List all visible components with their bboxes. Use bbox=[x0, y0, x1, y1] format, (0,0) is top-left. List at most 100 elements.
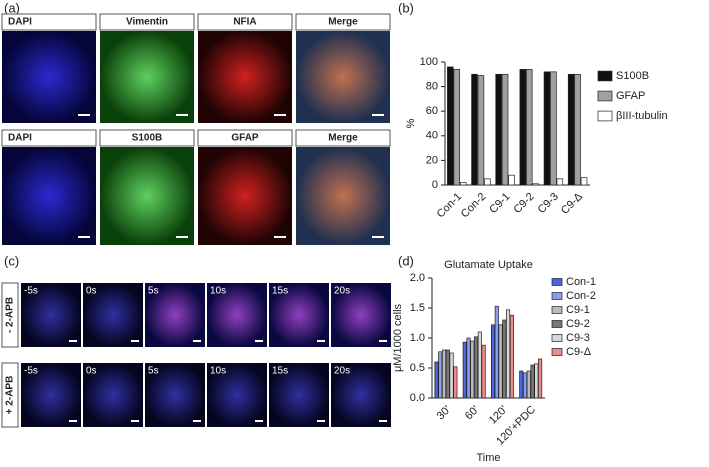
bar bbox=[534, 363, 539, 399]
bar bbox=[453, 69, 461, 186]
y-tick-label: 0.0 bbox=[410, 392, 425, 404]
bar bbox=[477, 75, 485, 186]
time-label: 10s bbox=[210, 286, 226, 297]
bar bbox=[447, 66, 454, 186]
bar bbox=[526, 370, 531, 399]
image-title-box bbox=[197, 129, 293, 147]
y-tick-label: 0 bbox=[432, 179, 438, 191]
bar bbox=[453, 366, 458, 399]
time-label: 5s bbox=[148, 366, 159, 377]
bar bbox=[550, 71, 557, 186]
bar bbox=[509, 314, 514, 399]
y-tick-label: 20 bbox=[426, 154, 438, 166]
bar bbox=[530, 364, 535, 399]
legend-label: C9-1 bbox=[566, 304, 590, 316]
image-title: Merge bbox=[328, 133, 358, 144]
y-tick-label: 80 bbox=[426, 81, 438, 93]
legend-label: C9-Δ bbox=[566, 346, 592, 358]
bar bbox=[445, 349, 450, 399]
micrograph bbox=[2, 31, 96, 123]
bar bbox=[502, 319, 507, 399]
bar bbox=[567, 73, 575, 186]
image-title: Merge bbox=[328, 17, 358, 28]
time-label: -5s bbox=[24, 286, 38, 297]
time-label: 15s bbox=[272, 366, 288, 377]
bar bbox=[474, 336, 479, 399]
micrograph bbox=[296, 31, 390, 123]
image-title-box bbox=[295, 13, 391, 31]
y-tick-label: 1.5 bbox=[410, 302, 425, 314]
bar bbox=[434, 361, 439, 399]
legend-swatch bbox=[597, 70, 613, 82]
image-title-box bbox=[99, 13, 195, 31]
micrograph bbox=[145, 283, 205, 347]
micrograph bbox=[207, 363, 267, 427]
bar bbox=[574, 73, 581, 186]
bar bbox=[471, 73, 478, 186]
y-axis-label: μM/1000 cells bbox=[392, 303, 404, 372]
bar bbox=[526, 69, 533, 186]
bar bbox=[490, 324, 496, 399]
bar bbox=[538, 358, 543, 399]
image-title-box bbox=[295, 129, 391, 147]
bar bbox=[498, 324, 503, 399]
micrograph bbox=[198, 147, 292, 245]
time-label: 0s bbox=[86, 366, 97, 377]
image-title-box bbox=[1, 129, 97, 147]
micrograph bbox=[21, 363, 81, 427]
micrograph bbox=[269, 283, 329, 347]
legend-swatch bbox=[551, 278, 563, 286]
time-label: 0s bbox=[86, 286, 97, 297]
image-title-box bbox=[197, 13, 293, 31]
legend-label: βIII-tubulin bbox=[616, 110, 668, 122]
x-tick-label: C9-3 bbox=[536, 191, 561, 216]
legend-label: Con-1 bbox=[566, 276, 596, 288]
bar bbox=[519, 69, 527, 186]
legend-label: C9-2 bbox=[566, 318, 590, 330]
bar bbox=[462, 341, 467, 399]
bar bbox=[470, 340, 475, 399]
legend-swatch bbox=[597, 110, 613, 122]
y-tick-label: 60 bbox=[426, 105, 438, 117]
bar bbox=[481, 344, 486, 399]
micrograph bbox=[198, 31, 292, 123]
x-tick-label: Con-2 bbox=[459, 191, 489, 221]
bar bbox=[449, 352, 454, 399]
chart-title: Glutamate Uptake bbox=[444, 259, 533, 271]
legend-swatch bbox=[551, 320, 563, 328]
micrograph bbox=[296, 147, 390, 245]
bar bbox=[477, 331, 482, 399]
panel-label: (d) bbox=[398, 253, 414, 268]
micrograph bbox=[83, 363, 143, 427]
bar bbox=[442, 349, 447, 399]
row-label: - 2-APB bbox=[5, 297, 16, 333]
bar bbox=[532, 183, 539, 186]
x-axis-label: Time bbox=[476, 452, 500, 464]
time-label: 15s bbox=[272, 286, 288, 297]
bar bbox=[543, 71, 551, 186]
time-label: -5s bbox=[24, 366, 38, 377]
image-title-box bbox=[1, 13, 97, 31]
bar bbox=[580, 177, 588, 186]
bar bbox=[495, 73, 502, 186]
bar bbox=[522, 372, 528, 399]
micrograph bbox=[331, 283, 391, 347]
panel-label: (b) bbox=[398, 0, 414, 15]
bar bbox=[506, 309, 511, 399]
micrograph bbox=[2, 147, 96, 245]
x-tick-label: Con-1 bbox=[435, 191, 465, 221]
time-label: 10s bbox=[210, 366, 226, 377]
row-label: + 2-APB bbox=[5, 376, 16, 415]
bar bbox=[556, 178, 564, 186]
legend-label: GFAP bbox=[616, 90, 645, 102]
micrograph bbox=[83, 283, 143, 347]
legend-label: Con-2 bbox=[566, 290, 596, 302]
x-tick-label: 60' bbox=[463, 404, 482, 423]
y-tick-label: 40 bbox=[426, 130, 438, 142]
legend-label: S100B bbox=[616, 70, 649, 82]
image-title: S100B bbox=[132, 133, 163, 144]
legend-label: C9-3 bbox=[566, 332, 590, 344]
y-tick-label: 2.0 bbox=[410, 272, 425, 284]
x-tick-label: C9-2 bbox=[511, 191, 536, 216]
legend-swatch bbox=[597, 90, 613, 102]
